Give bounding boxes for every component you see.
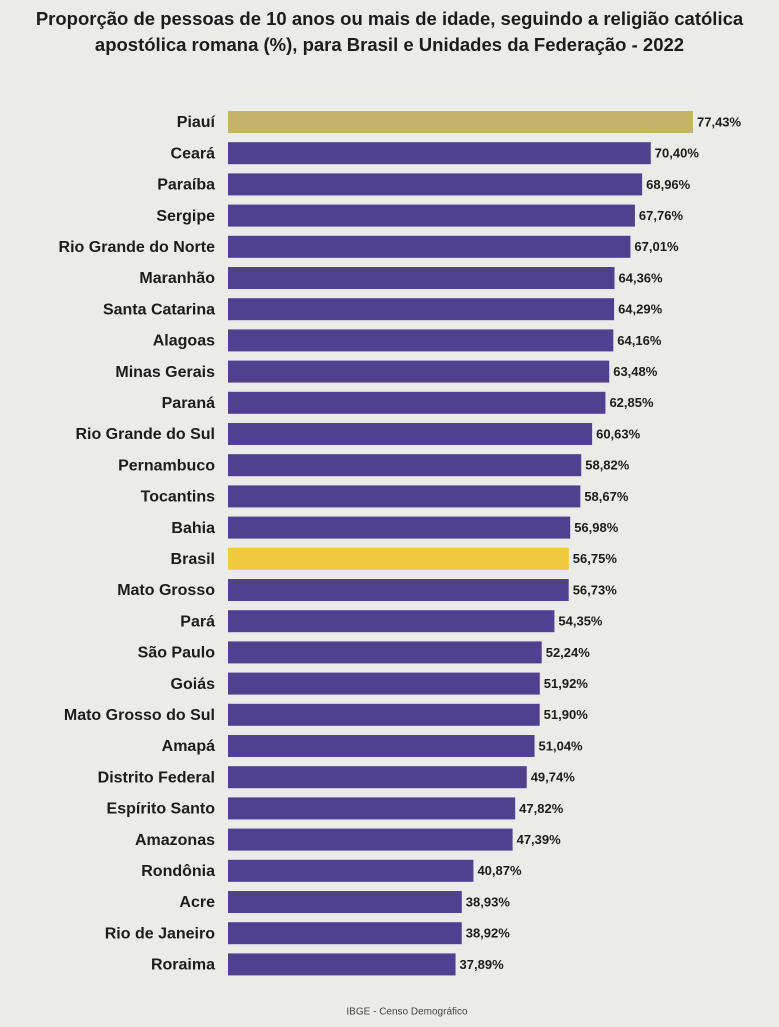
bar	[228, 547, 569, 570]
value-label: 58,67%	[584, 489, 629, 504]
category-label: Rio Grande do Norte	[59, 239, 216, 256]
value-label: 54,35%	[558, 614, 603, 629]
value-label: 49,74%	[531, 770, 576, 785]
bar	[228, 329, 614, 352]
bar	[228, 423, 593, 445]
value-label: 56,73%	[573, 582, 618, 597]
category-label: Maranhão	[139, 270, 215, 287]
bar	[228, 641, 542, 664]
category-label: Mato Grosso	[117, 582, 215, 599]
category-label: Bahia	[171, 520, 215, 537]
bar	[228, 298, 615, 321]
category-label: Tocantins	[141, 489, 215, 506]
bar	[228, 235, 631, 258]
value-label: 60,63%	[596, 426, 641, 441]
bar	[228, 142, 651, 165]
value-label: 68,96%	[646, 177, 691, 192]
value-label: 51,04%	[539, 738, 584, 753]
bar	[228, 703, 540, 726]
category-label: São Paulo	[138, 645, 216, 662]
category-label: Rio Grande do Sul	[75, 426, 215, 443]
category-label: Piauí	[177, 114, 216, 131]
bar	[228, 828, 513, 851]
value-label: 77,43%	[697, 114, 742, 129]
bar	[228, 579, 569, 601]
value-label: 51,90%	[544, 707, 589, 722]
bar	[228, 953, 456, 976]
bar	[228, 204, 635, 227]
category-label: Pernambuco	[118, 457, 215, 474]
category-label: Amazonas	[135, 832, 215, 849]
category-label: Minas Gerais	[115, 364, 215, 381]
bar	[228, 891, 462, 913]
value-label: 67,76%	[639, 208, 684, 223]
category-label: Rio de Janeiro	[105, 925, 215, 942]
category-label: Santa Catarina	[103, 301, 215, 318]
value-label: 56,98%	[574, 520, 619, 535]
bar	[228, 610, 555, 633]
value-label: 63,48%	[613, 364, 658, 379]
bar	[228, 516, 571, 539]
category-label: Goiás	[171, 676, 216, 693]
category-label: Rondônia	[141, 863, 215, 880]
source: IBGE - Censo Demográfico	[346, 1007, 468, 1018]
chart-title: Proporção de pessoas de 10 anos ou mais …	[35, 8, 744, 55]
value-label: 51,92%	[544, 676, 589, 691]
category-label: Alagoas	[153, 333, 215, 350]
value-label: 52,24%	[546, 645, 591, 660]
value-label: 40,87%	[477, 863, 522, 878]
bar	[228, 267, 615, 289]
bar	[228, 485, 581, 508]
category-label: Roraima	[151, 957, 215, 974]
value-label: 58,82%	[585, 458, 630, 473]
bar	[228, 922, 462, 945]
value-label: 38,92%	[466, 926, 511, 941]
category-label: Mato Grosso do Sul	[64, 707, 215, 724]
value-label: 64,16%	[617, 333, 662, 348]
category-label: Acre	[179, 894, 215, 911]
category-label: Distrito Federal	[98, 769, 215, 786]
bar	[228, 360, 610, 383]
category-label: Espírito Santo	[107, 801, 216, 818]
bar	[228, 454, 582, 477]
value-label: 47,82%	[519, 801, 564, 816]
category-label: Brasil	[171, 551, 215, 568]
bar	[228, 672, 540, 695]
category-label: Ceará	[171, 145, 216, 162]
category-label: Amapá	[162, 738, 215, 755]
category-label: Paraná	[162, 395, 215, 412]
category-label: Paraíba	[157, 177, 215, 194]
value-label: 64,36%	[619, 270, 664, 285]
category-label: Sergipe	[156, 208, 215, 225]
bar	[228, 173, 643, 196]
value-label: 56,75%	[573, 551, 618, 566]
bar	[228, 111, 693, 133]
value-label: 62,85%	[609, 395, 654, 410]
value-label: 38,93%	[466, 894, 511, 909]
value-label: 47,39%	[517, 832, 562, 847]
value-label: 67,01%	[634, 239, 679, 254]
value-label: 64,29%	[618, 302, 663, 317]
bar	[228, 735, 535, 757]
bar	[228, 859, 474, 882]
bar	[228, 766, 527, 789]
value-label: 70,40%	[655, 146, 700, 161]
bar	[228, 797, 516, 820]
bar	[228, 391, 606, 414]
value-label: 37,89%	[460, 957, 505, 972]
category-label: Pará	[180, 613, 215, 630]
